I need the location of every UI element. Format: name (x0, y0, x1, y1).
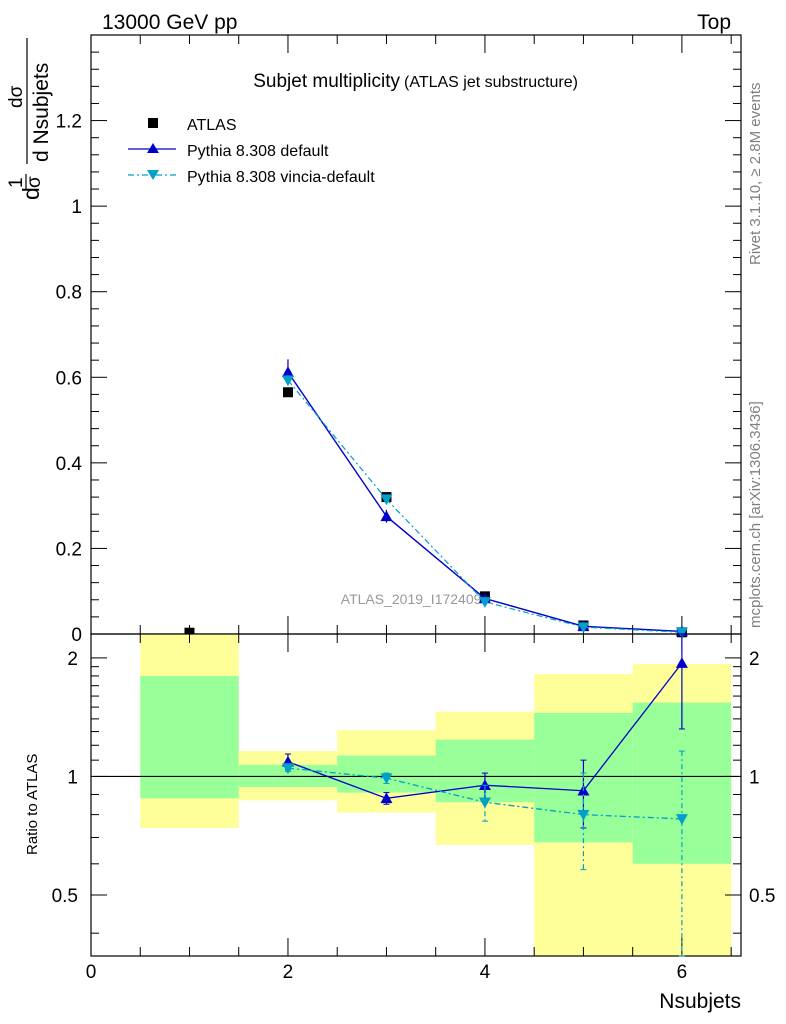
legend-marker-pythia-vincia (147, 170, 159, 180)
legend: ATLAS Pythia 8.308 default Pythia 8.308 … (128, 117, 375, 186)
pythia-vincia-point (675, 627, 688, 639)
chart-subtitle: (ATLAS jet substructure) (404, 74, 578, 91)
legend-entry-atlas: ATLAS (148, 117, 237, 134)
header-energy-label: 13000 GeV pp (102, 11, 237, 34)
legend-label-pythia-default: Pythia 8.308 default (187, 143, 329, 160)
ylabel-dnsubjets: d Nsubjets (30, 63, 53, 162)
main-y-tick-label: 1.2 (56, 112, 82, 133)
x-axis-label: Nsubjets (659, 990, 741, 1013)
ratio-pythia-default-point (675, 657, 688, 668)
legend-marker-pythia-default (147, 143, 159, 153)
ratio-y-tick-label-right: 1 (749, 767, 760, 788)
atlas-data-point (184, 627, 195, 638)
x-tick-label: 0 (86, 962, 97, 983)
legend-marker-atlas (148, 118, 158, 128)
pythia-vincia-point (577, 622, 590, 634)
main-y-tick-label: 0 (71, 625, 82, 646)
ratio-inner-band-6 (632, 702, 732, 864)
ylabel-dsigma: dσ (6, 85, 27, 108)
main-y-tick-label: 0.6 (56, 368, 82, 389)
main-y-tick-label: 1 (71, 197, 82, 218)
legend-entry-pythia-default: Pythia 8.308 default (128, 143, 329, 160)
main-y-tick-label: 0.4 (56, 454, 83, 475)
pythia-default-point (281, 366, 294, 377)
mcplots-label: mcplots.cern.ch [arXiv:1306.3436] (747, 401, 764, 628)
legend-entry-pythia-vincia: Pythia 8.308 vincia-default (128, 169, 375, 186)
ylabel-one: 1 (6, 177, 27, 188)
ratio-y-tick-label-left: 0.5 (52, 886, 78, 907)
ratio-pythia-vincia-point (281, 763, 294, 775)
main-plot: 0 0.2 0.4 0.6 0.8 1 1.2 (56, 34, 742, 646)
main-y-tick-label: 0.2 (56, 539, 82, 560)
main-y-axis-label: d 1 σ dσ d Nsubjets (6, 38, 53, 200)
ratio-pythia-vincia-point (478, 797, 491, 809)
main-y-tick-label: 0.8 (56, 283, 82, 304)
ratio-plot: 0 2 4 6 0.5 0.5 1 1 2 2 (52, 633, 775, 983)
x-tick-label: 4 (480, 962, 491, 983)
ratio-pythia-vincia-point (380, 773, 393, 785)
rivet-version-label: Rivet 3.1.10, ≥ 2.8M events (747, 83, 764, 266)
ratio-pythia-vincia-point (675, 814, 688, 825)
ylabel-sigma: σ (24, 176, 45, 188)
ratio-y-tick-label-right: 2 (749, 649, 760, 670)
ratio-plot-frame (90, 633, 742, 957)
ratio-y-tick-label-right: 0.5 (749, 886, 775, 907)
header-process-label: Top (697, 11, 731, 34)
pythia-vincia-point (380, 494, 393, 506)
ylabel-d: d (18, 187, 44, 200)
ratio-y-tick-label-left: 1 (67, 767, 78, 788)
analysis-watermark: ATLAS_2019_I1724098 (341, 591, 490, 607)
legend-label-atlas: ATLAS (187, 117, 237, 134)
pythia-vincia-point (478, 597, 491, 608)
pythia-default-point (380, 510, 393, 522)
ratio-y-axis-label: Ratio to ATLAS (24, 754, 41, 855)
ratio-pythia-default-point (478, 779, 491, 791)
chart-title: Subjet multiplicity (253, 71, 400, 92)
ratio-inner-band-1 (140, 675, 239, 799)
x-tick-label: 6 (677, 962, 688, 983)
ratio-y-tick-label-left: 2 (67, 649, 78, 670)
legend-label-pythia-vincia: Pythia 8.308 vincia-default (187, 169, 375, 186)
pythia-vincia-point (281, 375, 294, 387)
ratio-pythia-vincia-point (577, 809, 590, 821)
ratio-pythia-default-point (380, 792, 393, 804)
x-tick-label: 2 (283, 962, 294, 983)
atlas-data-point (282, 387, 293, 398)
